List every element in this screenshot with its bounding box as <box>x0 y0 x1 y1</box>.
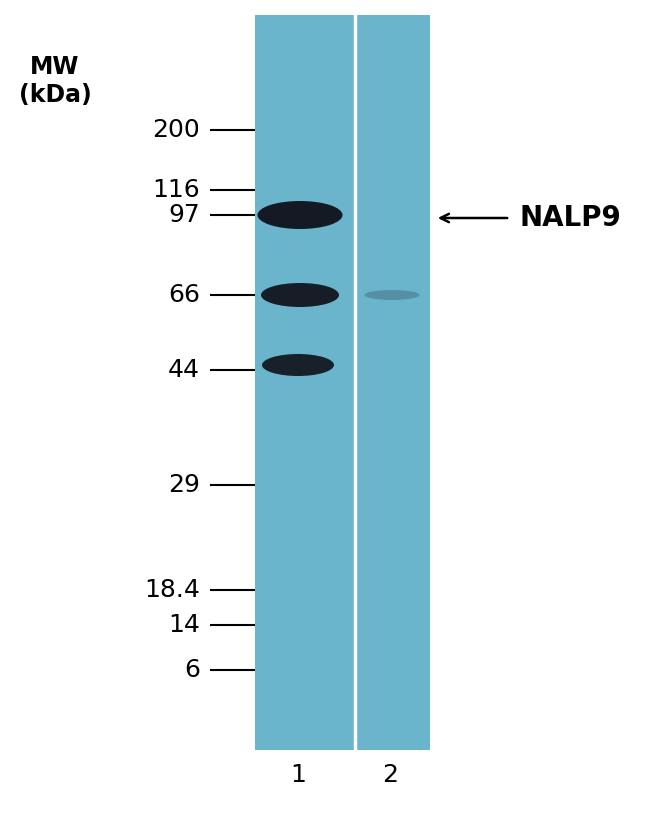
Text: MW
(kDa): MW (kDa) <box>19 55 92 107</box>
Text: 6: 6 <box>184 658 200 682</box>
Text: 116: 116 <box>152 178 200 202</box>
Text: 14: 14 <box>168 613 200 637</box>
Text: 18.4: 18.4 <box>144 578 200 602</box>
Text: NALP9: NALP9 <box>520 204 622 232</box>
Text: 29: 29 <box>168 473 200 497</box>
Ellipse shape <box>257 201 343 229</box>
Text: 97: 97 <box>168 203 200 227</box>
Text: 66: 66 <box>168 283 200 307</box>
Ellipse shape <box>261 283 339 307</box>
Text: 2: 2 <box>382 763 398 787</box>
Text: 44: 44 <box>168 358 200 382</box>
Ellipse shape <box>365 290 419 300</box>
Ellipse shape <box>262 354 334 376</box>
Bar <box>255 15 430 750</box>
Text: 200: 200 <box>152 118 200 142</box>
Text: 1: 1 <box>290 763 306 787</box>
